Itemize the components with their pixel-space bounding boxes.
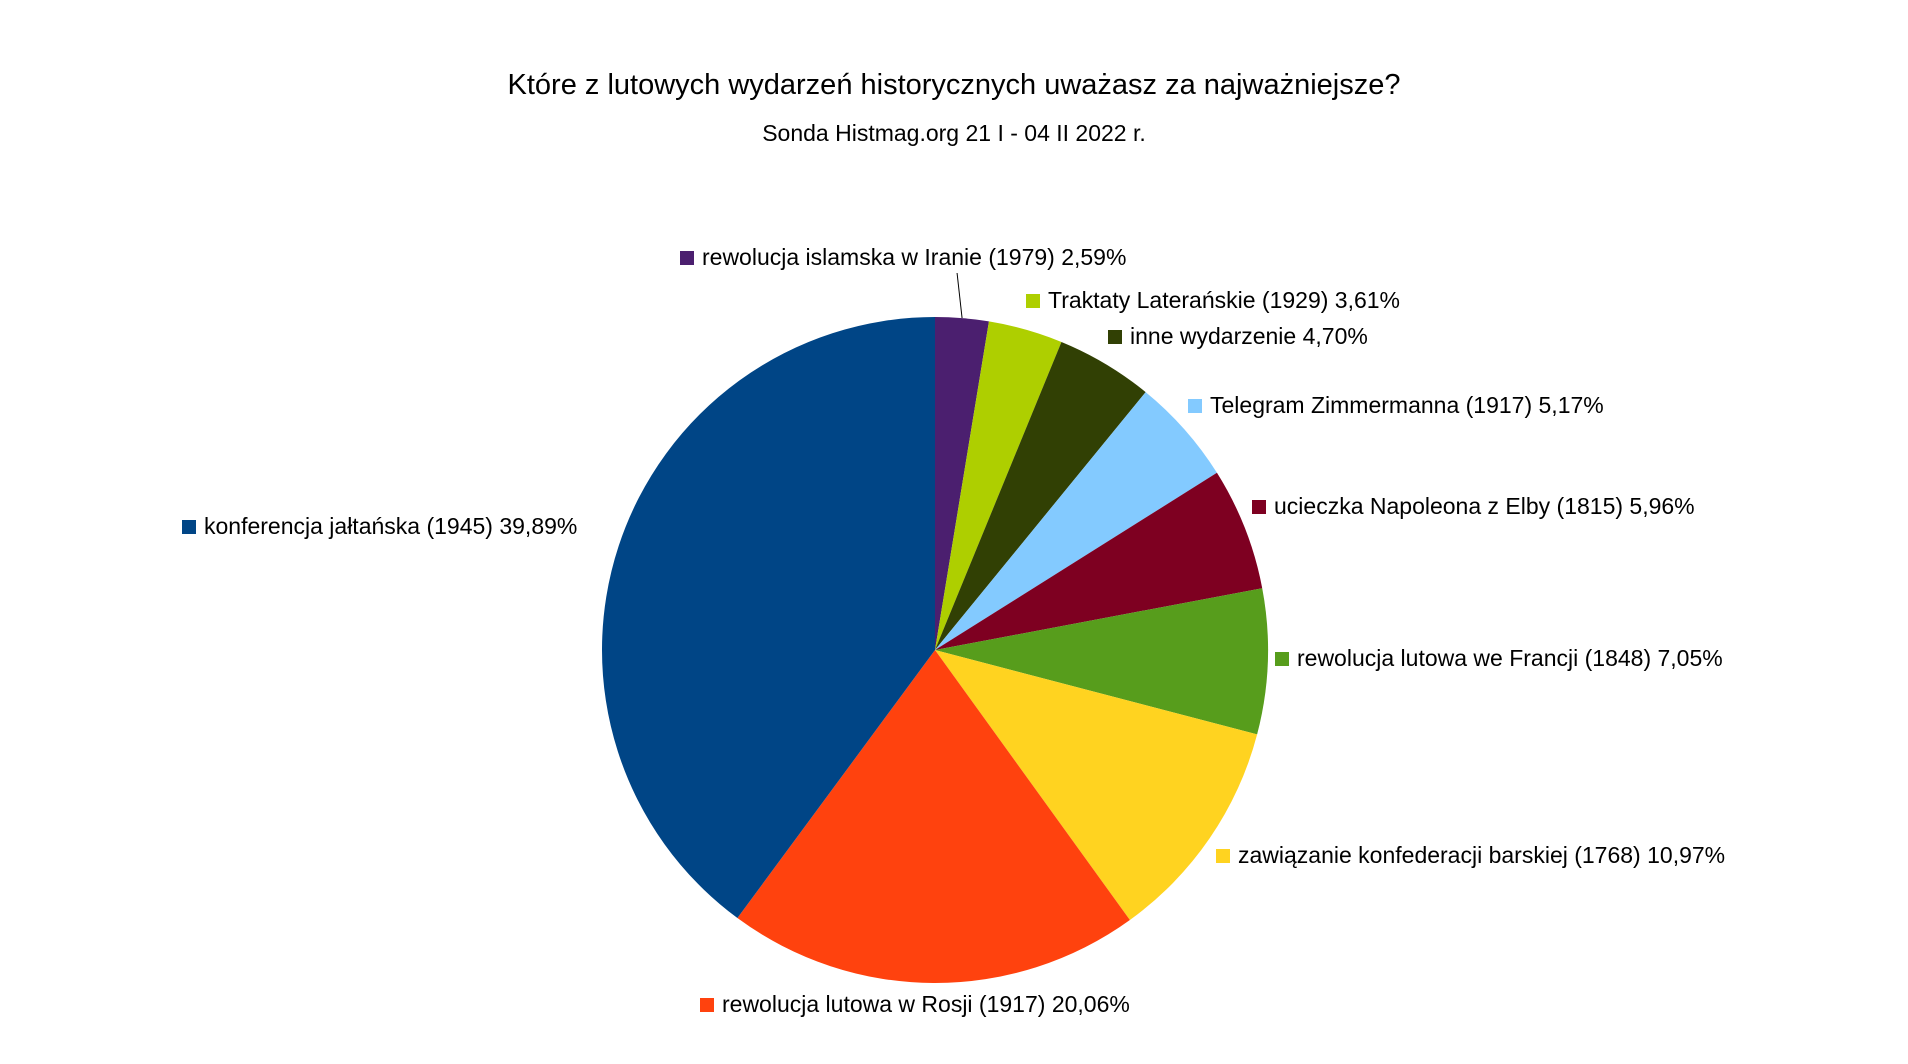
slice-label-value: 5,17% [1539, 392, 1604, 418]
pie-slice [935, 321, 1062, 650]
pie-slice [737, 650, 1130, 983]
pie-slice [935, 317, 989, 650]
slice-label-value: 10,97% [1647, 842, 1725, 868]
slice-label-name: zawiązanie konfederacji barskiej (1768) [1238, 842, 1647, 868]
slice-label: Telegram Zimmermanna (1917) 5,17% [1210, 392, 1604, 418]
slice-label-name: rewolucja lutowa w Rosji (1917) [722, 991, 1052, 1017]
leader-lines [956, 272, 963, 319]
leader-line [956, 272, 963, 319]
slice-label: rewolucja lutowa w Rosji (1917) 20,06% [722, 991, 1130, 1017]
slice-label-name: konferencja jałtańska (1945) [204, 513, 499, 539]
slice-label-value: 7,05% [1658, 645, 1723, 671]
slice-label-name: ucieczka Napoleona z Elby (1815) [1274, 493, 1629, 519]
chart-title: Które z lutowych wydarzeń historycznych … [508, 69, 1401, 101]
legend-swatch [1252, 500, 1266, 514]
pie-slice [935, 588, 1269, 735]
slice-label-name: Traktaty Laterańskie (1929) [1048, 287, 1335, 313]
chart-subtitle: Sonda Histmag.org 21 I - 04 II 2022 r. [762, 120, 1146, 146]
slice-label-name: Telegram Zimmermanna (1917) [1210, 392, 1539, 418]
legend-swatch [182, 520, 196, 534]
slice-label: ucieczka Napoleona z Elby (1815) 5,96% [1274, 493, 1695, 519]
legend-swatch [1108, 330, 1122, 344]
slice-label: zawiązanie konfederacji barskiej (1768) … [1238, 842, 1725, 868]
legend-swatch [680, 251, 694, 265]
pie-slice [935, 650, 1258, 921]
legend-swatch [1188, 399, 1202, 413]
legend-swatch [1216, 849, 1230, 863]
slice-label-value: 5,96% [1629, 493, 1694, 519]
slice-label-value: 4,70% [1303, 323, 1368, 349]
slice-label: rewolucja lutowa we Francji (1848) 7,05% [1297, 645, 1723, 671]
pie-slice [935, 472, 1263, 650]
slice-label-name: inne wydarzenie [1130, 323, 1303, 349]
slice-label: konferencja jałtańska (1945) 39,89% [204, 513, 577, 539]
pie-slice [601, 317, 935, 919]
slice-label-value: 39,89% [499, 513, 577, 539]
pie-slices [601, 317, 1269, 983]
legend-swatch [1275, 652, 1289, 666]
pie-slice [935, 392, 1217, 650]
legend-swatch [1026, 294, 1040, 308]
slice-labels: rewolucja islamska w Iranie (1979) 2,59%… [182, 244, 1725, 1017]
slice-label: inne wydarzenie 4,70% [1130, 323, 1368, 349]
legend-swatch [700, 998, 714, 1012]
slice-label: Traktaty Laterańskie (1929) 3,61% [1048, 287, 1400, 313]
slice-label-value: 2,59% [1061, 244, 1126, 270]
slice-label-name: rewolucja islamska w Iranie (1979) [702, 244, 1061, 270]
pie-slice [935, 341, 1146, 650]
slice-label-name: rewolucja lutowa we Francji (1848) [1297, 645, 1658, 671]
slice-label-value: 3,61% [1335, 287, 1400, 313]
slice-label: rewolucja islamska w Iranie (1979) 2,59% [702, 244, 1126, 270]
slice-label-value: 20,06% [1052, 991, 1130, 1017]
